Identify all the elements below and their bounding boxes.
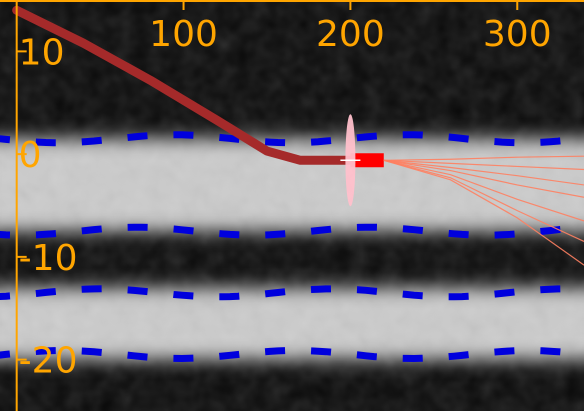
y-tick-label--10: -10 — [19, 238, 78, 279]
lane-boundary-2 — [0, 285, 584, 301]
predicted-path-2 — [383, 159, 584, 186]
lane-boundary-3 — [0, 346, 584, 363]
position-marker-layer — [340, 114, 361, 207]
lane-boundaries-layer — [0, 131, 584, 363]
predicted-path-5 — [383, 159, 584, 243]
ego-path — [12, 5, 355, 165]
y-tick-label-10: 10 — [19, 32, 65, 73]
predicted-path-3 — [383, 159, 584, 198]
x-tick-label-300: 300 — [483, 14, 552, 55]
predicted-path-1 — [383, 159, 584, 171]
x-tick-label-200: 200 — [316, 14, 385, 55]
predicted-paths-layer — [383, 155, 584, 266]
x-tick-label-100: 100 — [149, 14, 218, 55]
predicted-path-0 — [383, 155, 584, 161]
y-tick-label-0: 0 — [19, 135, 42, 176]
predicted-path-6 — [383, 159, 584, 266]
predicted-path-4 — [383, 159, 584, 222]
y-tick-label--20: -20 — [19, 341, 78, 382]
lane-boundary-1 — [0, 223, 584, 239]
lane-boundary-0 — [0, 131, 584, 147]
